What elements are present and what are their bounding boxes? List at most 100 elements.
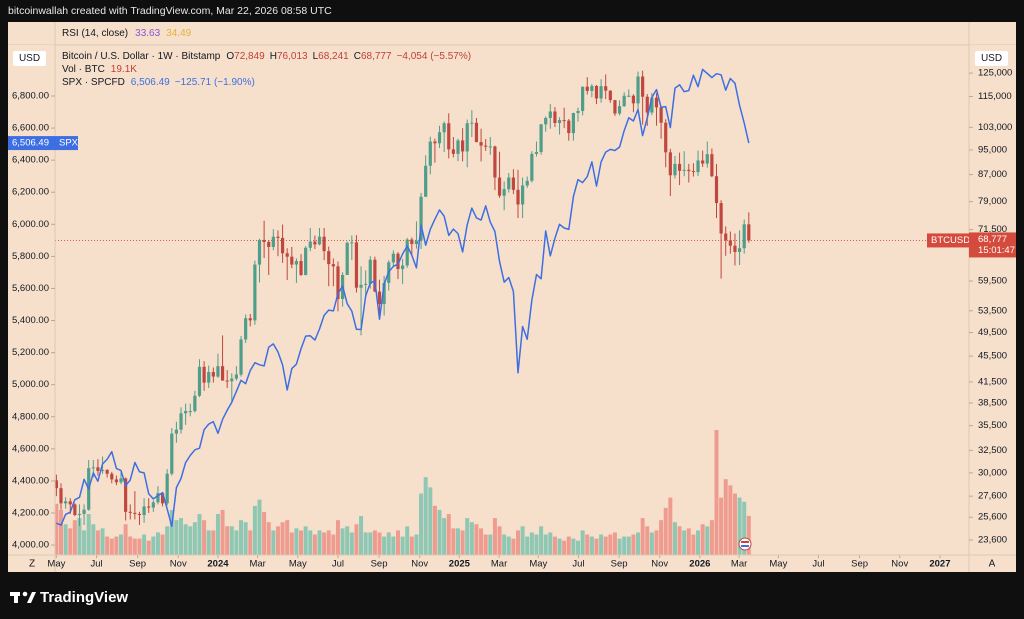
volume-bar: [146, 540, 151, 555]
volume-bar: [345, 526, 350, 555]
volume-bar: [552, 536, 557, 555]
candle-body: [433, 141, 437, 144]
candle-body: [234, 374, 239, 379]
series-price-label: 6,506.49: [12, 138, 49, 149]
volume-bar: [562, 540, 567, 555]
y-tick-label: 4,200.00: [12, 507, 49, 518]
x-tick-label: Mar: [249, 559, 265, 570]
volume-bar: [571, 538, 576, 555]
candle-body: [419, 196, 423, 241]
unit-label[interactable]: USD: [19, 53, 40, 64]
candle-body: [451, 149, 455, 154]
logo-shape: [27, 592, 36, 603]
volume-bar: [183, 524, 188, 555]
series-line: [56, 68, 750, 528]
volume-bar: [626, 536, 631, 555]
candle-body: [299, 261, 303, 275]
volume-bar: [576, 540, 581, 555]
volume-bar: [502, 534, 507, 555]
volume-bar: [423, 477, 428, 555]
candle-body: [345, 242, 349, 275]
candle-body: [728, 240, 732, 246]
candle-body: [128, 511, 132, 513]
candle-body: [197, 366, 202, 396]
market-flag: [738, 537, 752, 551]
ohlc-key: C: [354, 51, 361, 62]
candle-body: [160, 493, 165, 504]
volume-bar: [668, 497, 673, 555]
candle-body: [474, 122, 479, 143]
volume-bar: [275, 526, 280, 555]
rsi-name: RSI (14, close): [62, 28, 128, 39]
x-tick-label: 2027: [929, 559, 950, 570]
y-tick-label: 6,200.00: [12, 187, 49, 198]
y-tick-label: 4,000.00: [12, 540, 49, 551]
brand-name: TradingView: [40, 589, 128, 606]
candle-body: [193, 395, 197, 412]
unit-box[interactable]: [975, 51, 1008, 66]
scale-button[interactable]: Z: [29, 559, 35, 570]
candle-body: [82, 509, 86, 514]
volume-bar: [225, 526, 230, 555]
y2-tick-label: 45,500: [978, 351, 1007, 362]
volume-bar: [465, 518, 470, 555]
candle-body: [225, 380, 229, 382]
x-tick-label: Sep: [851, 559, 868, 570]
y2-tick-label: 49,500: [978, 327, 1007, 338]
candle-body: [742, 224, 746, 249]
candle-body: [239, 339, 243, 375]
candle-body: [737, 248, 742, 252]
candle-body: [119, 478, 123, 483]
unit-box[interactable]: [13, 51, 46, 66]
volume-bar: [59, 509, 64, 555]
y2-tick-label: 59,500: [978, 276, 1007, 287]
candle-body: [179, 413, 183, 430]
volume-bar: [529, 532, 534, 555]
candle-body: [267, 241, 271, 247]
candle-body: [525, 180, 529, 186]
scale-button[interactable]: A: [989, 559, 996, 570]
volume-bar: [534, 534, 539, 555]
candle-body: [68, 501, 72, 505]
volume-bar: [631, 534, 636, 555]
volume-bar: [677, 526, 682, 555]
candle-body: [521, 185, 525, 205]
volume-bar: [303, 526, 308, 555]
volume-bar: [728, 485, 733, 555]
candle-body: [424, 165, 428, 197]
candle-body: [276, 236, 280, 238]
volume-bar: [363, 532, 368, 555]
volume-bar: [696, 530, 701, 555]
volume-bar: [525, 536, 530, 555]
volume-bar: [132, 538, 137, 555]
volume-bar: [479, 528, 484, 555]
volume-bar: [608, 534, 613, 555]
volume-bar: [580, 530, 585, 555]
volume-bar: [594, 538, 599, 555]
y2-tick-label: 103,000: [978, 122, 1012, 133]
unit-label[interactable]: USD: [981, 53, 1002, 64]
candle-body: [244, 318, 248, 340]
right-axis-panel: [969, 45, 1016, 555]
candle-body: [137, 513, 142, 516]
volume-bar: [63, 524, 68, 555]
candle-body: [151, 502, 155, 508]
candle-body: [567, 120, 571, 134]
y2-tick-label: 53,500: [978, 305, 1007, 316]
y2-tick-label: 79,000: [978, 196, 1007, 207]
volume-bar: [405, 526, 410, 555]
volume-bar: [86, 514, 91, 555]
volume-bar: [220, 509, 225, 555]
logo-shape: [22, 591, 28, 597]
x-tick-label: May: [289, 559, 307, 570]
x-tick-label: Jul: [90, 559, 102, 570]
candle-body: [553, 111, 557, 124]
candle-body: [470, 122, 474, 124]
candle-body: [368, 259, 372, 284]
volume-bar: [95, 530, 100, 555]
volume-bar: [455, 528, 460, 555]
volume-bar: [451, 528, 456, 555]
volume-bar: [68, 528, 73, 555]
candle-body: [317, 236, 322, 245]
rsi-value: 34.49: [166, 28, 191, 39]
